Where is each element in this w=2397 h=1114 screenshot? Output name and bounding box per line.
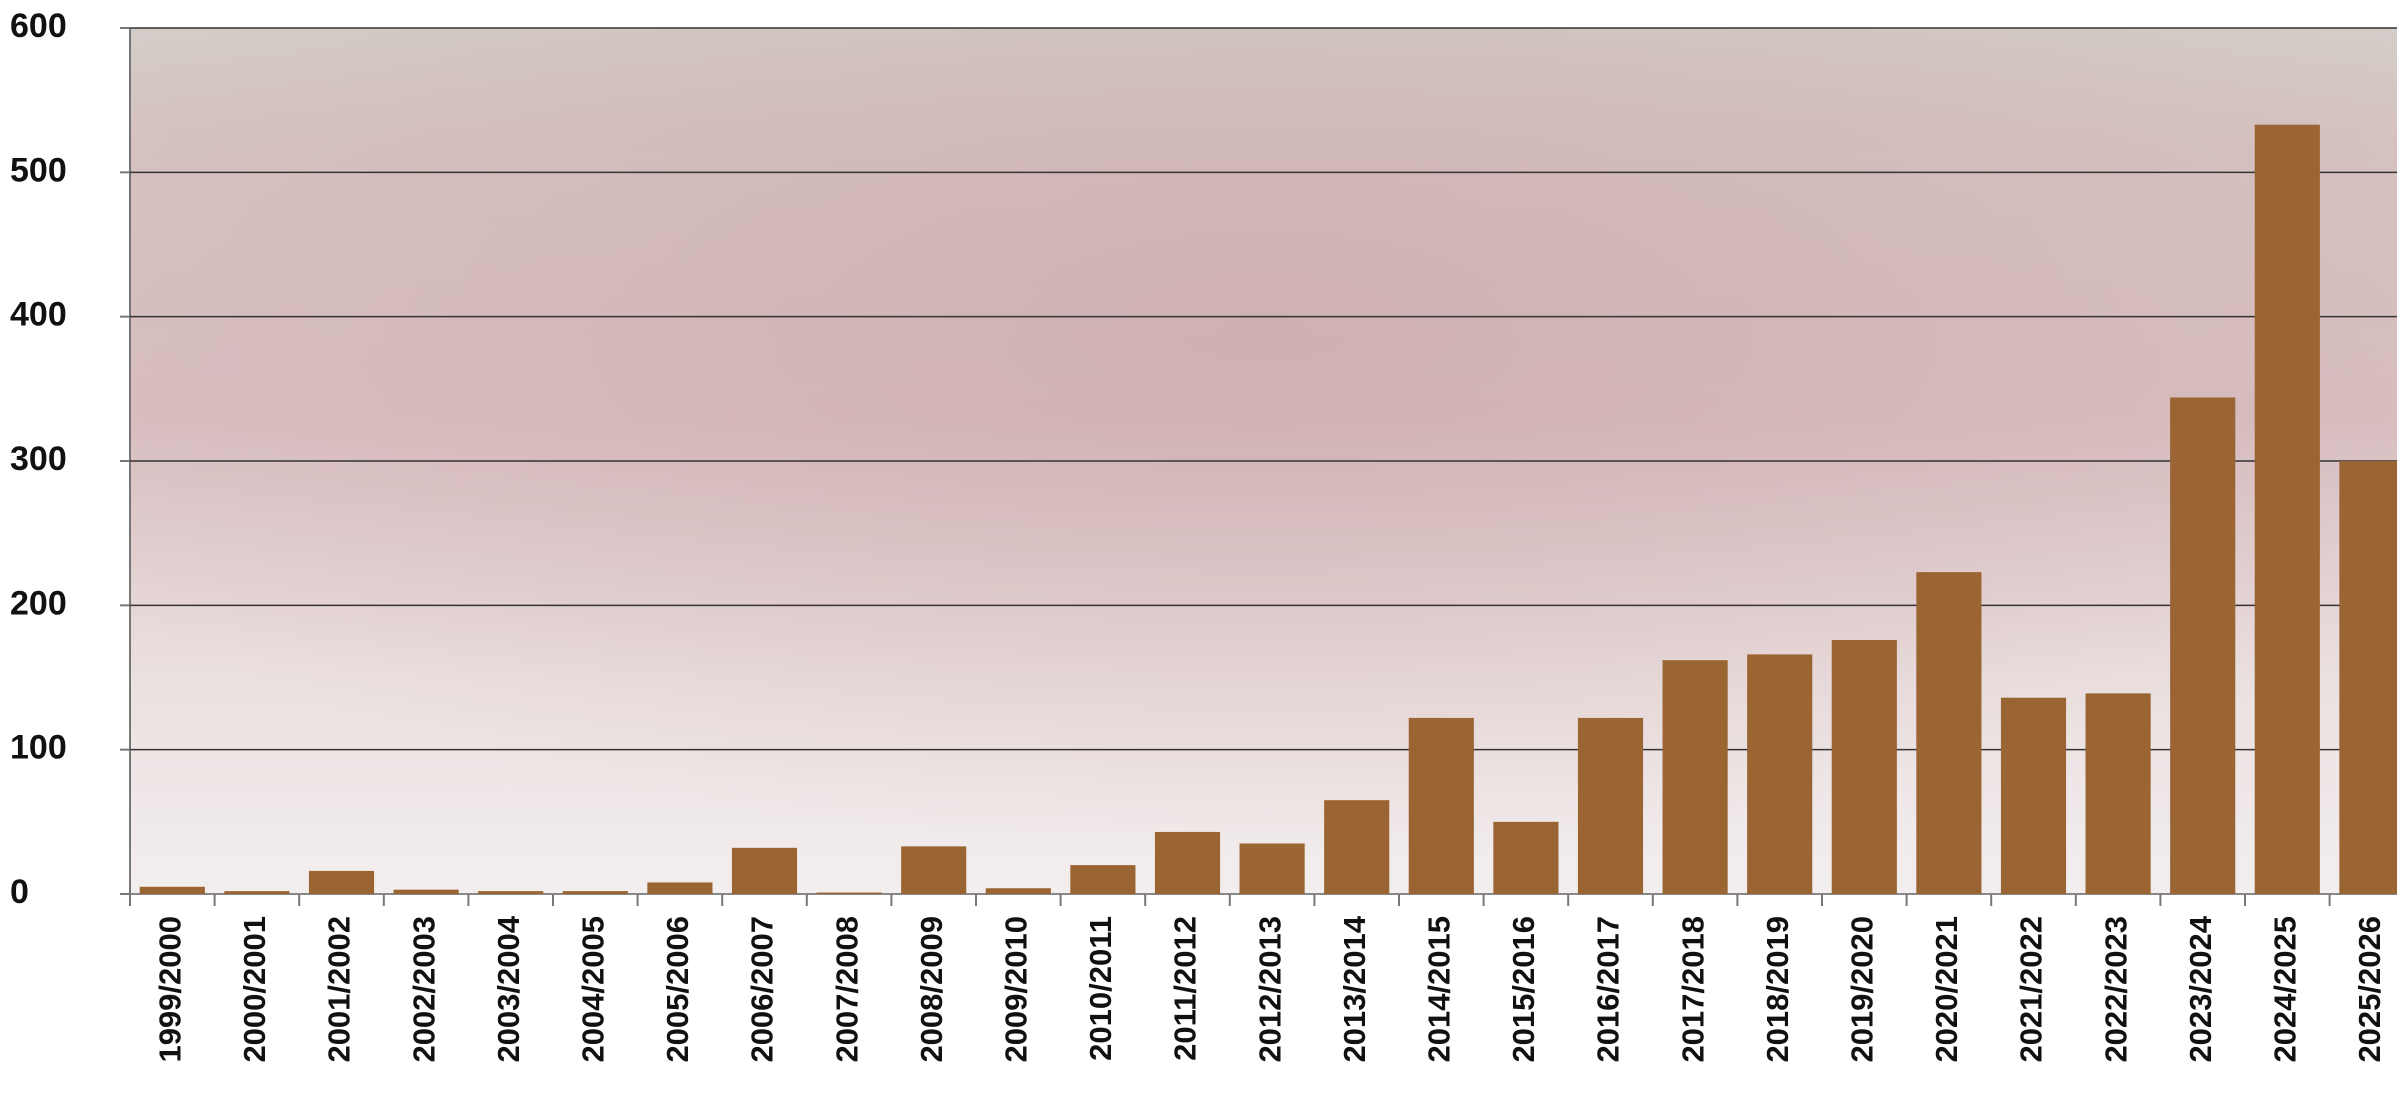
- y-tick-label: 400: [10, 296, 67, 334]
- bar: [2170, 397, 2236, 894]
- bar: [1154, 831, 1221, 894]
- x-tick-label: 2015/2016: [1506, 916, 1541, 1063]
- bar: [1070, 865, 1136, 894]
- bar: [2254, 124, 2320, 895]
- y-tick-label: 600: [10, 7, 67, 45]
- bar: [1493, 821, 1559, 894]
- bar: [1239, 843, 1305, 894]
- x-tick-label: 2018/2019: [1760, 916, 1795, 1063]
- y-tick-label: 0: [10, 873, 29, 911]
- y-tick-label: 500: [10, 151, 67, 189]
- bar: [224, 891, 290, 894]
- bar: [2085, 693, 2151, 894]
- bar: [1324, 800, 1390, 894]
- bar: [647, 882, 713, 894]
- x-tick-label: 2000/2001: [237, 916, 272, 1063]
- bar: [1831, 639, 1897, 894]
- x-tick-label: 1999/2000: [152, 916, 187, 1063]
- x-tick-label: 2004/2005: [575, 916, 610, 1063]
- x-tick-label: 2006/2007: [745, 916, 780, 1063]
- bar: [308, 870, 375, 894]
- x-tick-label: 2024/2025: [2267, 916, 2302, 1063]
- x-tick-label: 2012/2013: [1252, 916, 1287, 1063]
- bar: [985, 888, 1051, 894]
- y-tick-label: 200: [10, 584, 67, 622]
- bar: [731, 847, 798, 894]
- bar: [1662, 660, 1728, 894]
- x-tick-label: 2014/2015: [1421, 916, 1456, 1063]
- x-tick-label: 2011/2012: [1168, 916, 1203, 1061]
- x-tick-label: 2023/2024: [2183, 915, 2218, 1062]
- x-tick-label: 2022/2023: [2098, 916, 2133, 1063]
- bar: [139, 886, 205, 894]
- bar: [393, 889, 459, 894]
- bar: [1747, 654, 1813, 894]
- bar: [562, 891, 628, 894]
- bar: [1577, 717, 1644, 894]
- x-tick-label: 2025/2026: [2352, 916, 2387, 1063]
- x-tick-label: 2009/2010: [998, 916, 1033, 1063]
- x-tick-label: 2016/2017: [1591, 916, 1626, 1063]
- x-tick-label: 2005/2006: [660, 916, 695, 1063]
- bar: [478, 891, 544, 894]
- bar: [1408, 717, 1474, 894]
- x-tick-label: 2008/2009: [914, 916, 949, 1063]
- x-tick-label: 2003/2004: [491, 915, 526, 1062]
- bar: [2339, 461, 2397, 894]
- bar: [1916, 572, 1982, 894]
- x-tick-label: 2017/2018: [1675, 916, 1710, 1063]
- bar: [901, 846, 967, 894]
- x-tick-label: 2002/2003: [406, 916, 441, 1063]
- x-tick-label: 2013/2014: [1337, 915, 1372, 1062]
- bar: [816, 892, 882, 894]
- y-tick-label: 100: [10, 729, 67, 767]
- x-tick-label: 2007/2008: [829, 916, 864, 1063]
- bars: [139, 124, 2397, 895]
- x-tick-label: 2020/2021: [1929, 916, 1964, 1063]
- x-tick-label: 2010/2011: [1083, 916, 1118, 1061]
- labels: 0 100 200 300 400 500 600 1999/2000 2000/2001 200…: [10, 7, 2387, 1063]
- x-tick-label: 2001/2002: [322, 916, 357, 1063]
- x-tick-label: 2019/2020: [1844, 916, 1879, 1063]
- bar: [2000, 697, 2067, 894]
- y-tick-label: 300: [10, 440, 67, 478]
- x-tick-label: 2021/2022: [2014, 916, 2049, 1063]
